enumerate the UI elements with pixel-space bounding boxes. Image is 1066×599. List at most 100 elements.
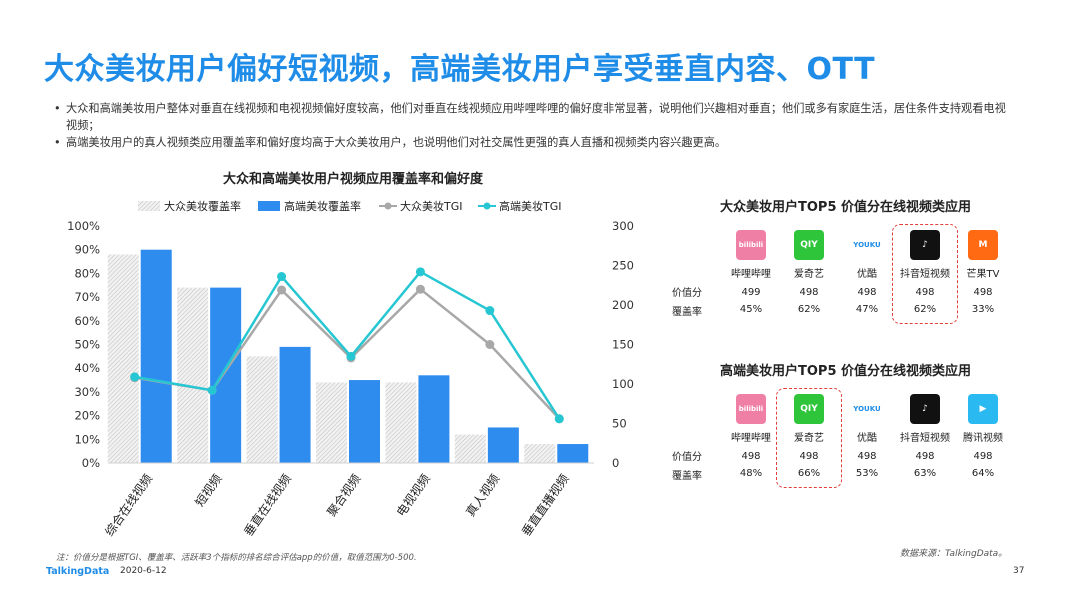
left-axis-tick-label: 60% [74,314,100,328]
right-axis-tick-label: 100 [612,377,634,391]
app-value-score: 498 [973,451,993,462]
legend-swatch [258,201,280,211]
page-title: 大众美妆用户偏好短视频，高端美妆用户享受垂直内容、OTT [44,52,876,87]
left-axis-tick-label: 80% [74,266,100,280]
bar-mass-coverage [385,382,417,463]
app-column: ♪ 抖音短视频 498 63% [896,394,954,479]
app-value-score: 498 [915,451,935,462]
bar-premium-coverage [210,287,242,463]
coverage-label: 覆盖率 [672,471,702,482]
app-name: 哔哩哔哩 [731,433,771,444]
data-source: 数据来源：TalkingData。 [900,549,1008,559]
app-coverage: 53% [855,468,879,479]
tencent-video-icon: ▶ [968,394,998,424]
app-coverage: 33% [971,304,995,315]
talkingdata-logo: TalkingData [46,566,110,577]
right-axis-tick-label: 0 [612,456,619,470]
legend-label: 高端美妆TGI [499,199,562,213]
left-axis-tick-label: 50% [74,338,100,352]
legend-marker [483,202,491,210]
tgi-point [277,272,287,282]
app-column: bilibili 哔哩哔哩 498 48% [722,394,780,479]
legend-swatch [138,201,160,211]
bar-mass-coverage [177,287,209,463]
tgi-point [415,284,425,294]
app-coverage: 45% [739,304,763,315]
app-column: YOUKU 优酷 498 53% [838,394,896,479]
app-column: YOUKU 优酷 498 47% [838,230,896,315]
app-coverage: 47% [855,304,879,315]
report-date: 2020-6-12 [120,566,167,576]
app-value-score: 498 [857,287,877,298]
youku-icon: YOUKU [852,394,882,424]
tgi-point [485,340,495,349]
app-name: 优酷 [857,433,877,444]
iqiyi-icon: QIY [794,230,824,260]
bar-premium-coverage [140,249,172,463]
left-axis-tick-label: 100% [67,219,100,233]
app-column: M 芒果TV 498 33% [954,230,1012,315]
youku-icon: YOUKU [852,230,882,260]
app-column: ♪ 抖音短视频 498 62% [896,230,954,315]
app-coverage: 48% [739,468,763,479]
bilibili-icon: bilibili [736,394,766,424]
category-label: 真人视频 [462,471,502,519]
left-axis-tick-label: 30% [74,385,100,399]
app-value-score: 498 [799,451,819,462]
right-axis-tick-label: 250 [612,259,634,273]
coverage-label: 覆盖率 [672,307,702,318]
app-name: 爱奇艺 [794,269,824,280]
douyin-icon: ♪ [910,230,940,260]
highlight-box [776,388,842,488]
app-name: 哔哩哔哩 [731,269,771,280]
tgi-point [415,267,425,277]
app-column: bilibili 哔哩哔哩 499 45% [722,230,780,315]
left-axis-tick-label: 40% [74,361,100,375]
app-coverage: 63% [913,468,937,479]
right-axis-tick-label: 200 [612,298,634,312]
legend-label: 大众美妆覆盖率 [164,199,241,213]
category-label: 垂直在线视频 [240,471,294,539]
app-name: 优酷 [857,269,877,280]
app-value-score: 498 [799,287,819,298]
bilibili-icon: bilibili [736,230,766,260]
bar-premium-coverage [418,375,450,463]
bar-mass-coverage [524,444,556,463]
bar-premium-coverage [487,427,519,463]
right-axis-tick-label: 50 [612,417,627,431]
summary-bullets: 大众和高端美妆用户整体对垂直在线视频和电视视频偏好度较高，他们对垂直在线视频应用… [54,100,1014,151]
app-value-score: 498 [741,451,761,462]
tgi-point [485,306,495,316]
left-axis-tick-label: 70% [74,290,100,304]
app-coverage: 66% [797,468,821,479]
left-axis-tick-label: 0% [82,456,100,470]
tgi-point [130,372,140,382]
app-value-score: 498 [857,451,877,462]
app-value-score: 498 [915,287,935,298]
tgi-point [277,285,287,295]
app-name: 芒果TV [966,269,1000,280]
bar-mass-coverage [454,434,486,463]
legend-label: 大众美妆TGI [400,199,463,213]
app-name: 抖音短视频 [900,433,950,444]
app-name: 抖音短视频 [900,269,950,280]
left-axis-tick-label: 90% [74,243,100,257]
app-name: 腾讯视频 [963,433,1003,444]
iqiyi-icon: QIY [794,394,824,424]
footnote: 注：价值分是根据TGI、覆盖率、活跃率3个指标的排名综合评估app的价值，取值范… [56,553,417,563]
mangotv-icon: M [968,230,998,260]
app-column: QIY 爱奇艺 498 62% [780,230,838,315]
app-coverage: 64% [971,468,995,479]
app-coverage: 62% [913,304,937,315]
bar-premium-coverage [557,444,589,463]
ranking-title: 大众美妆用户TOP5 价值分在线视频类应用 [720,200,972,215]
value-score-label: 价值分 [672,452,702,463]
category-label: 短视频 [192,471,225,509]
legend-label: 高端美妆覆盖率 [284,199,361,213]
app-column: ▶ 腾讯视频 498 64% [954,394,1012,479]
highlight-box [892,224,958,324]
page-number: 37 [1013,566,1025,576]
tgi-point [554,414,564,424]
